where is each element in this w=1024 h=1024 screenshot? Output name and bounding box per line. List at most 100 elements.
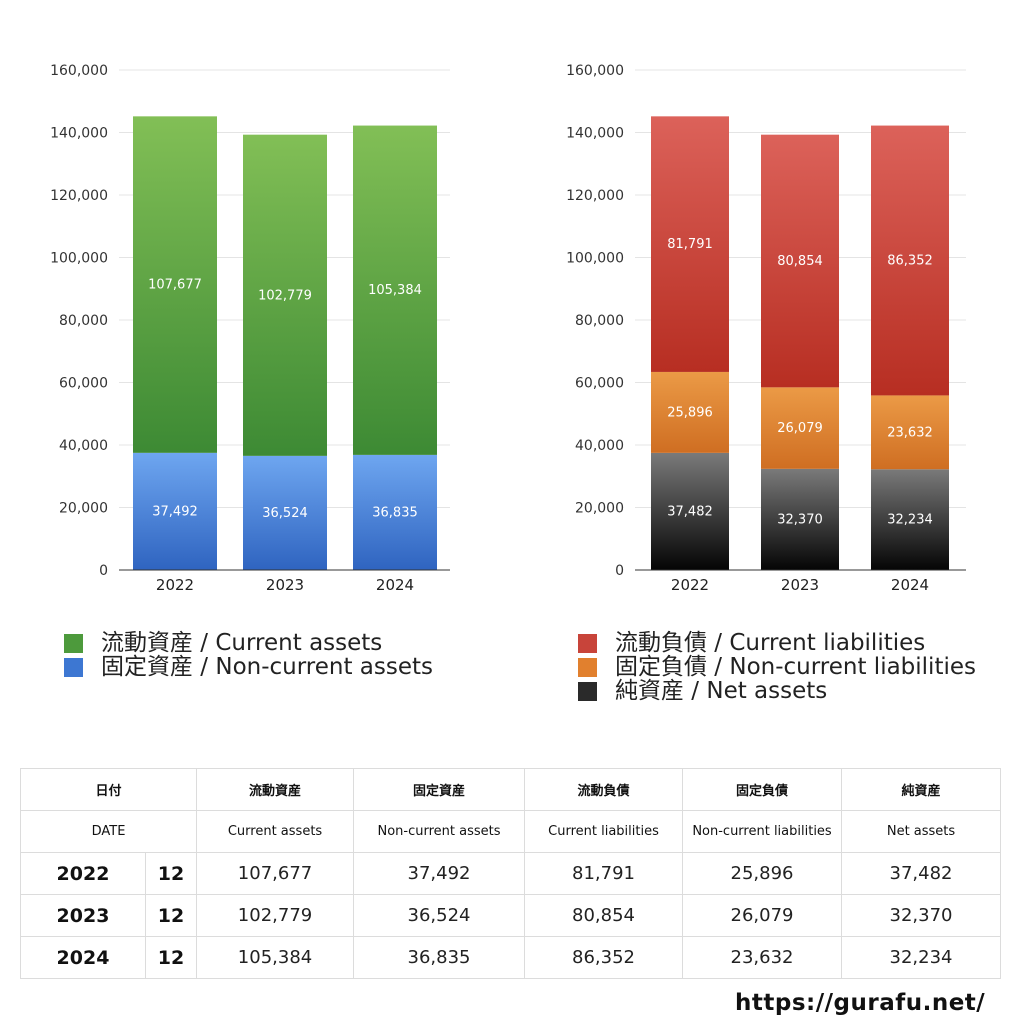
charts-canvas: 0 20,000 40,000 60,000 80,000 100,000 120,000 1…: [50, 63, 966, 594]
month-cell: 12: [144, 852, 198, 895]
data-label-non-current-liabilities: 26,079: [777, 421, 823, 436]
cell-non-current-liabilities: 26,079: [682, 894, 843, 937]
y-tick-label: 80,000: [575, 313, 624, 329]
bar-net-assets-2022: [651, 452, 729, 570]
data-label-non-current-assets: 36,835: [372, 505, 418, 520]
legend-item-non-current-liabilities: 固定負債 / Non-current liabilities: [578, 655, 976, 679]
legend-swatch-non-current-liabilities: [578, 657, 597, 677]
header-non-current-liabilities-jp: 固定負債: [682, 768, 843, 811]
cell-non-current-liabilities: 25,896: [682, 852, 843, 895]
data-label-non-current-assets: 37,492: [152, 504, 198, 519]
legend-swatch-net-assets: [578, 681, 597, 701]
assets-chart: 0 20,000 40,000 60,000 80,000 100,000 120,000 1…: [50, 63, 450, 594]
site-url-link[interactable]: https://gurafu.net/: [735, 990, 986, 1016]
data-label-net-assets: 32,370: [777, 512, 823, 527]
data-label-current-assets: 107,677: [148, 278, 202, 293]
legend-swatch-current-liabilities: [578, 633, 597, 653]
x-tick-label: 2023: [781, 576, 819, 594]
cell-current-assets: 102,779: [196, 894, 355, 937]
x-tick-label: 2022: [156, 576, 194, 594]
cell-current-liabilities: 80,854: [524, 894, 684, 937]
legend-item-current-liabilities: 流動負債 / Current liabilities: [578, 631, 976, 655]
data-label-current-assets: 102,779: [258, 288, 312, 303]
cell-current-liabilities: 86,352: [524, 936, 684, 979]
y-tick-label: 40,000: [59, 438, 108, 454]
legend-label-net-assets: 純資産 / Net assets: [615, 678, 828, 704]
legend-item-non-current-assets: 固定資産 / Non-current assets: [64, 655, 433, 679]
liabilities-chart: 0 20,000 40,000 60,000 80,000 100,000 120,000 1…: [566, 63, 966, 594]
header-date-en: DATE: [19, 810, 198, 853]
header-current-assets-jp: 流動資産: [196, 768, 355, 811]
cell-net-assets: 32,234: [841, 936, 1002, 979]
cell-non-current-assets: 36,835: [353, 936, 526, 979]
y-tick-label: 0: [99, 563, 108, 579]
header-current-liabilities-jp: 流動負債: [524, 768, 684, 811]
bar-non-current-assets-2023: [243, 455, 327, 570]
legend-swatch-current-assets: [64, 633, 83, 653]
y-tick-label: 120,000: [50, 188, 108, 204]
table-header-row-en: DATE Current assets Non-current assets C…: [19, 810, 1002, 853]
x-tick-label: 2022: [671, 576, 709, 594]
legend-item-net-assets: 純資産 / Net assets: [578, 679, 976, 703]
legend-label-current-assets: 流動資産 / Current assets: [101, 630, 383, 656]
bar-current-assets-2022: [133, 116, 217, 453]
header-non-current-assets-jp: 固定資産: [353, 768, 526, 811]
month-cell: 12: [144, 936, 198, 979]
x-tick-label: 2023: [266, 576, 304, 594]
data-label-net-assets: 32,234: [887, 513, 933, 528]
bar-net-assets-2023: [761, 468, 839, 570]
cell-current-assets: 107,677: [196, 852, 355, 895]
y-tick-label: 60,000: [575, 376, 624, 392]
bar-non-current-liabilities-2022: [651, 371, 729, 453]
data-label-non-current-liabilities: 25,896: [667, 405, 713, 420]
table-header-row-jp: 日付 流動資産 固定資産 流動負債 固定負債 純資産: [19, 768, 1002, 811]
legend-label-current-liabilities: 流動負債 / Current liabilities: [615, 630, 926, 656]
header-net-assets-en: Net assets: [841, 810, 1002, 853]
y-tick-label: 160,000: [50, 63, 108, 79]
header-non-current-liabilities-en: Non-current liabilities: [682, 810, 843, 853]
y-tick-label: 120,000: [566, 188, 624, 204]
bar-non-current-assets-2022: [133, 452, 217, 570]
y-tick-label: 140,000: [50, 126, 108, 142]
bar-current-liabilities-2022: [651, 116, 729, 372]
header-net-assets-jp: 純資産: [841, 768, 1002, 811]
cell-net-assets: 32,370: [841, 894, 1002, 937]
x-tick-label: 2024: [891, 576, 929, 594]
y-tick-label: 40,000: [575, 438, 624, 454]
y-tick-label: 20,000: [59, 501, 108, 517]
x-tick-label: 2024: [376, 576, 414, 594]
cell-current-liabilities: 81,791: [524, 852, 684, 895]
bar-current-liabilities-2023: [761, 134, 839, 388]
cell-net-assets: 37,482: [841, 852, 1002, 895]
header-current-liabilities-en: Current liabilities: [524, 810, 684, 853]
header-current-assets-en: Current assets: [196, 810, 355, 853]
data-label-current-liabilities: 86,352: [887, 253, 933, 268]
y-tick-label: 20,000: [575, 501, 624, 517]
data-label-current-liabilities: 80,854: [777, 254, 823, 269]
bar-non-current-liabilities-2024: [871, 395, 949, 470]
y-tick-label: 0: [615, 563, 624, 579]
data-label-non-current-liabilities: 23,632: [887, 425, 933, 440]
header-non-current-assets-en: Non-current assets: [353, 810, 526, 853]
cell-non-current-assets: 37,492: [353, 852, 526, 895]
bar-net-assets-2024: [871, 469, 949, 570]
data-label-current-assets: 105,384: [368, 283, 422, 298]
data-label-non-current-assets: 36,524: [262, 506, 308, 521]
table-row: 2024 12 105,384 36,835 86,352 23,632 32,…: [20, 936, 1002, 979]
data-label-net-assets: 37,482: [667, 504, 713, 519]
table-row: 2022 12 107,677 37,492 81,791 25,896 37,…: [20, 852, 1002, 895]
cell-non-current-assets: 36,524: [353, 894, 526, 937]
y-tick-label: 140,000: [566, 126, 624, 142]
data-label-current-liabilities: 81,791: [667, 237, 713, 252]
legend-label-non-current-liabilities: 固定負債 / Non-current liabilities: [615, 654, 976, 680]
year-cell: 2023: [20, 894, 146, 937]
year-cell: 2024: [20, 936, 146, 979]
cell-non-current-liabilities: 23,632: [682, 936, 843, 979]
bar-current-assets-2024: [353, 125, 437, 455]
y-tick-label: 100,000: [566, 251, 624, 267]
balance-sheet-table: 日付 流動資産 固定資産 流動負債 固定負債 純資産 DATE Current …: [19, 768, 1002, 979]
assets-legend: 流動資産 / Current assets 固定資産 / Non-current…: [64, 631, 433, 679]
y-tick-label: 100,000: [50, 251, 108, 267]
bar-non-current-liabilities-2023: [761, 387, 839, 469]
header-date-jp: 日付: [19, 768, 198, 811]
